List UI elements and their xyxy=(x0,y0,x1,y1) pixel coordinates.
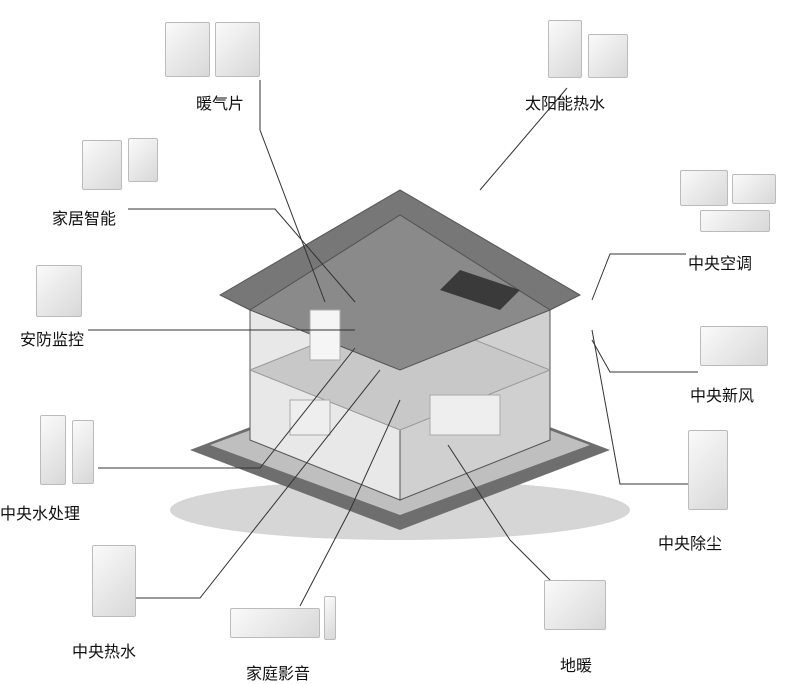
floor_heat-icon xyxy=(544,580,606,630)
central_ac-icon xyxy=(680,170,728,206)
dust-icon xyxy=(688,430,728,510)
radiator-label: 暖气片 xyxy=(196,90,244,114)
smart_home-label: 家居智能 xyxy=(52,205,116,229)
av-icon xyxy=(324,596,336,640)
dust-label: 中央除尘 xyxy=(658,530,722,554)
fresh_air-label: 中央新风 xyxy=(690,382,754,406)
hot_water-icon xyxy=(92,545,136,617)
house-illustration xyxy=(160,120,640,540)
central_ac-icon xyxy=(700,210,770,232)
fresh_air-icon xyxy=(700,326,768,366)
solar-icon xyxy=(548,20,582,78)
av-label: 家庭影音 xyxy=(246,660,310,684)
radiator-icon xyxy=(215,22,260,77)
diagram-canvas: 暖气片 太阳能热水家居智能中央空调安防监控中央新风中央水处理中央除尘中央热水家庭影… xyxy=(0,0,800,684)
security-label: 安防监控 xyxy=(20,326,84,350)
solar-label: 太阳能热水 xyxy=(525,90,605,114)
security-icon xyxy=(36,265,82,317)
radiator-icon xyxy=(165,22,210,77)
smart_home-icon xyxy=(82,140,122,190)
smart_home-icon xyxy=(128,138,158,182)
water-icon xyxy=(40,415,66,485)
solar-icon xyxy=(588,34,628,78)
central_ac-icon xyxy=(732,174,776,204)
av-icon xyxy=(230,608,320,638)
water-icon xyxy=(72,420,94,484)
hot_water-label: 中央热水 xyxy=(72,638,136,662)
floor_heat-label: 地暖 xyxy=(560,652,592,676)
water-label: 中央水处理 xyxy=(0,500,80,524)
central_ac-label: 中央空调 xyxy=(688,250,752,274)
